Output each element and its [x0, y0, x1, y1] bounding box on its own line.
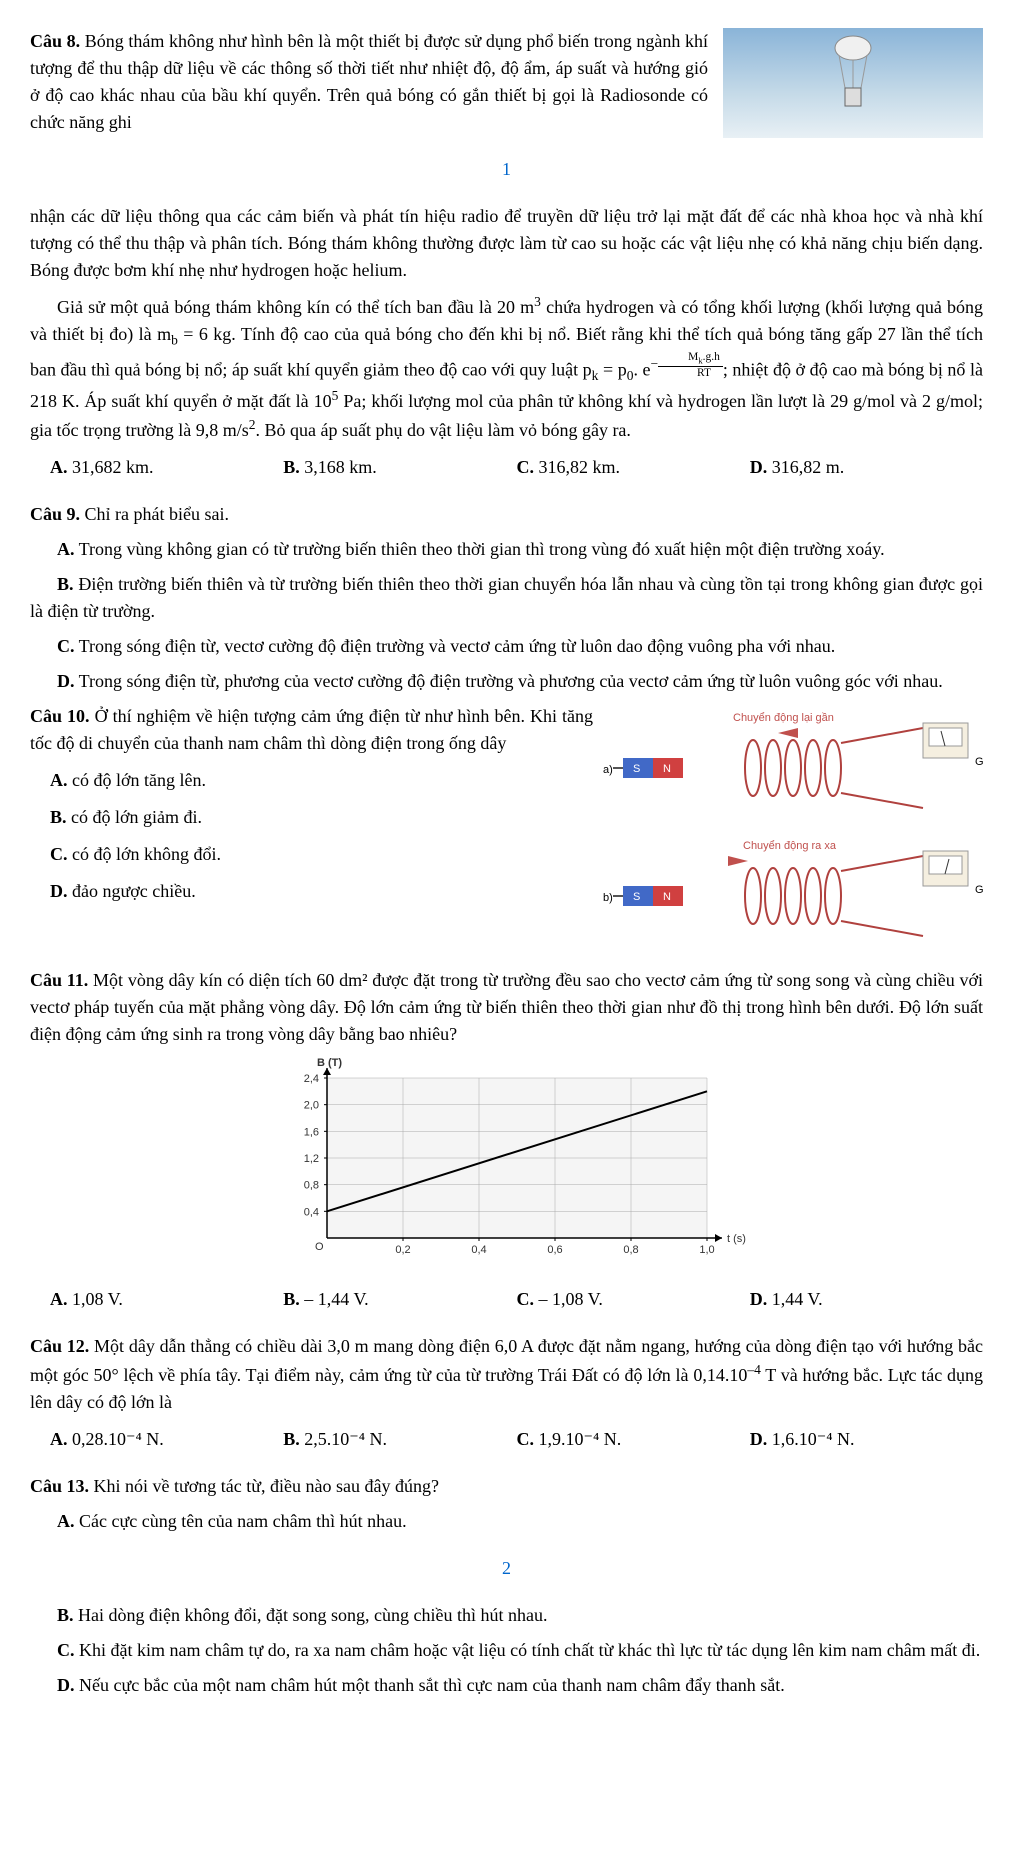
q9-option-b[interactable]: B. Điện trường biến thiên và từ trường b… [30, 571, 983, 625]
svg-text:N: N [663, 763, 671, 775]
q8-body3: Giả sử một quả bóng thám không kín có th… [30, 292, 983, 444]
q9-option-a[interactable]: A. Trong vùng không gian có từ trường bi… [30, 536, 983, 563]
q11-chart: 0,4 0,8 1,2 1,6 2,0 2,4 0,2 0,4 0,6 0,8 1,0 B (T) t … [30, 1058, 983, 1276]
q8-header: Câu 8. [30, 31, 80, 51]
q12-option-d[interactable]: D. 1,6.10⁻⁴ N. [750, 1426, 983, 1453]
q8-option-a[interactable]: A. 31,682 km. [50, 454, 283, 481]
balloon-icon [823, 33, 883, 133]
svg-text:2,0: 2,0 [303, 1100, 318, 1112]
q8-body1: Bóng thám không như hình bên là một thiế… [30, 31, 708, 132]
svg-text:0,4: 0,4 [471, 1244, 486, 1256]
svg-text:1,0: 1,0 [699, 1244, 714, 1256]
svg-text:B (T): B (T) [317, 1058, 342, 1069]
q11-body: Một vòng dây kín có diện tích 60 dm² đượ… [30, 970, 983, 1044]
q9-header: Câu 9. [30, 504, 80, 524]
q13-option-a[interactable]: A. Các cực cùng tên của nam châm thì hút… [30, 1508, 983, 1535]
q11-header: Câu 11. [30, 970, 88, 990]
q10-header: Câu 10. [30, 706, 90, 726]
q12-options: A. 0,28.10⁻⁴ N. B. 2,5.10⁻⁴ N. C. 1,9.10… [50, 1426, 983, 1453]
q13-option-b[interactable]: B. Hai dòng điện không đổi, đặt song son… [30, 1602, 983, 1629]
coil-diagram-b: Chuyển động ra xa S N G b) [603, 831, 983, 941]
q9-option-d[interactable]: D. Trong sóng điện từ, phương của vectơ … [30, 668, 983, 695]
question-8: Câu 8. Bóng thám không như hình bên là m… [30, 28, 983, 481]
svg-text:1,2: 1,2 [303, 1153, 318, 1165]
page-number-1: 1 [30, 156, 983, 183]
svg-text:t (s): t (s) [727, 1233, 746, 1245]
svg-text:1,6: 1,6 [303, 1126, 318, 1138]
svg-text:Chuyển động ra xa: Chuyển động ra xa [743, 840, 837, 852]
q8-options: A. 31,682 km. B. 3,168 km. C. 316,82 km.… [50, 454, 983, 481]
q12-header: Câu 12. [30, 1336, 89, 1356]
page-number-2: 2 [30, 1555, 983, 1582]
q8-balloon-image [723, 28, 983, 138]
svg-text:0,4: 0,4 [303, 1206, 318, 1218]
q9-option-c[interactable]: C. Trong sóng điện từ, vectơ cường độ đi… [30, 633, 983, 660]
q12-option-a[interactable]: A. 0,28.10⁻⁴ N. [50, 1426, 283, 1453]
q11-option-c[interactable]: C. – 1,08 V. [517, 1286, 750, 1313]
q13-header: Câu 13. [30, 1476, 89, 1496]
q9-body: Chỉ ra phát biểu sai. [80, 504, 229, 524]
q13-body: Khi nói về tương tác từ, điều nào sau đâ… [89, 1476, 439, 1496]
question-13: Câu 13. Khi nói về tương tác từ, điều nà… [30, 1473, 983, 1699]
q8-option-b[interactable]: B. 3,168 km. [283, 454, 516, 481]
q12-option-c[interactable]: C. 1,9.10⁻⁴ N. [517, 1426, 750, 1453]
svg-text:G: G [975, 884, 983, 896]
svg-text:N: N [663, 891, 671, 903]
q10-diagram: Chuyển động lại gần S N G a) Chuyển đ [603, 703, 983, 959]
coil-diagram-a: Chuyển động lại gần S N G a) [603, 703, 983, 813]
q13-option-c[interactable]: C. Khi đặt kim nam châm tự do, ra xa nam… [30, 1637, 983, 1664]
q13-option-d[interactable]: D. Nếu cực bắc của một nam châm hút một … [30, 1672, 983, 1699]
svg-text:S: S [633, 891, 640, 903]
q11-option-d[interactable]: D. 1,44 V. [750, 1286, 983, 1313]
svg-text:0,2: 0,2 [395, 1244, 410, 1256]
q10-body: Ở thí nghiệm về hiện tượng cảm ứng điện … [30, 706, 593, 753]
svg-text:O: O [315, 1241, 324, 1253]
question-10: Chuyển động lại gần S N G a) Chuyển đ [30, 703, 983, 959]
svg-text:a): a) [603, 764, 613, 776]
q11-option-b[interactable]: B. – 1,44 V. [283, 1286, 516, 1313]
q8-body2: nhận các dữ liệu thông qua các cảm biến … [30, 203, 983, 284]
q11-options: A. 1,08 V. B. – 1,44 V. C. – 1,08 V. D. … [50, 1286, 983, 1313]
svg-text:0,6: 0,6 [547, 1244, 562, 1256]
q8-option-c[interactable]: C. 316,82 km. [517, 454, 750, 481]
svg-text:2,4: 2,4 [303, 1073, 318, 1085]
q8-option-d[interactable]: D. 316,82 m. [750, 454, 983, 481]
svg-text:S: S [633, 763, 640, 775]
svg-text:G: G [975, 756, 983, 768]
q12-option-b[interactable]: B. 2,5.10⁻⁴ N. [283, 1426, 516, 1453]
svg-text:0,8: 0,8 [623, 1244, 638, 1256]
svg-text:0,8: 0,8 [303, 1180, 318, 1192]
svg-text:Chuyển động lại gần: Chuyển động lại gần [733, 712, 834, 724]
svg-text:b): b) [603, 892, 613, 904]
question-9: Câu 9. Chỉ ra phát biểu sai. A. Trong vù… [30, 501, 983, 695]
q11-option-a[interactable]: A. 1,08 V. [50, 1286, 283, 1313]
question-12: Câu 12. Một dây dẫn thẳng có chiều dài 3… [30, 1333, 983, 1453]
question-11: Câu 11. Một vòng dây kín có diện tích 60… [30, 967, 983, 1313]
